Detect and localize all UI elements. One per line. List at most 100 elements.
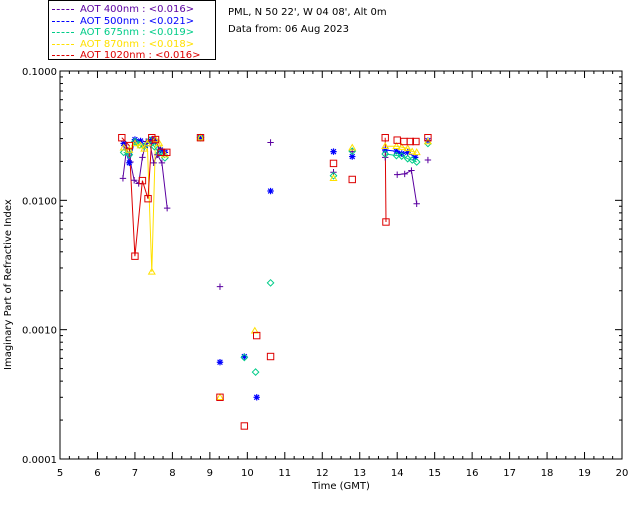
data-point xyxy=(381,150,390,158)
legend-label: AOT 675nm : <0.019> xyxy=(80,27,195,38)
data-point xyxy=(131,252,139,260)
data-point xyxy=(157,148,165,157)
data-point xyxy=(412,158,421,166)
x-tick-label: 13 xyxy=(353,468,366,479)
y-tick-label: 0.0010 xyxy=(22,326,57,337)
data-point xyxy=(151,135,160,143)
x-tick-label: 12 xyxy=(316,468,329,479)
data-point xyxy=(130,139,140,147)
data-point xyxy=(413,200,420,208)
data-point xyxy=(126,159,133,167)
data-point xyxy=(381,133,389,142)
legend-swatch xyxy=(52,20,74,22)
data-point xyxy=(137,137,144,145)
data-point xyxy=(158,159,166,167)
data-point xyxy=(267,187,274,195)
x-tick-label: 10 xyxy=(241,468,254,479)
data-point xyxy=(215,393,225,401)
data-point xyxy=(329,159,338,168)
data-point xyxy=(424,156,432,164)
x-tick-label: 20 xyxy=(616,468,629,479)
legend-swatch xyxy=(52,32,74,33)
data-point xyxy=(397,142,406,150)
legend-item: AOT 870nm : <0.018> xyxy=(52,38,194,51)
data-point xyxy=(163,148,171,157)
data-point xyxy=(151,135,160,144)
data-point xyxy=(139,154,146,161)
data-point xyxy=(251,368,260,376)
x-tick-label: 7 xyxy=(132,468,138,479)
legend-label: AOT 1020nm : <0.016> xyxy=(80,50,201,61)
x-tick-label: 18 xyxy=(541,468,554,479)
legend-swatch xyxy=(52,43,74,45)
data-point xyxy=(348,143,357,151)
x-tick-label: 17 xyxy=(503,468,516,479)
data-point xyxy=(197,134,204,141)
data-point xyxy=(119,175,127,182)
data-point xyxy=(196,133,205,141)
x-tick-label: 14 xyxy=(391,468,404,479)
data-point xyxy=(119,148,128,157)
data-point xyxy=(392,151,401,160)
x-tick-label: 8 xyxy=(169,468,175,479)
data-point xyxy=(148,136,155,143)
legend-swatch xyxy=(52,55,74,56)
legend-item: AOT 1020nm : <0.016> xyxy=(52,49,200,62)
data-point xyxy=(241,353,248,360)
data-point xyxy=(393,136,401,144)
legend-item: AOT 400nm : <0.016> xyxy=(52,3,194,16)
site-location: PML, N 50 22', W 04 08', Alt 0m xyxy=(228,7,387,18)
data-point xyxy=(394,171,401,178)
data-point xyxy=(118,133,126,142)
y-axis-label: Imaginary Part of Refractive Index xyxy=(3,199,14,370)
data-point xyxy=(381,142,390,149)
legend-label: AOT 500nm : <0.021> xyxy=(80,15,195,27)
data-point xyxy=(250,326,259,334)
data-point xyxy=(406,137,415,146)
data-point xyxy=(397,152,406,160)
data-point xyxy=(412,137,420,146)
data-point xyxy=(403,144,412,152)
data-point xyxy=(216,393,224,401)
data-point xyxy=(140,144,149,152)
data-point xyxy=(401,170,408,178)
data-point xyxy=(404,149,411,156)
data-point xyxy=(144,194,152,203)
data-point xyxy=(412,148,421,156)
data-point xyxy=(196,133,205,142)
data-point xyxy=(382,146,389,154)
legend-item: AOT 500nm : <0.021> xyxy=(52,15,194,28)
data-point xyxy=(329,174,338,182)
data-point xyxy=(266,278,275,287)
data-point xyxy=(266,352,275,361)
data-point xyxy=(253,394,260,401)
data-point xyxy=(143,139,152,147)
x-tick-label: 5 xyxy=(57,468,63,479)
data-point xyxy=(163,204,171,212)
data-point xyxy=(125,145,134,153)
legend-label: AOT 400nm : <0.016> xyxy=(80,4,195,15)
legend-item: AOT 675nm : <0.019> xyxy=(52,26,194,39)
y-tick-label: 0.0100 xyxy=(22,196,57,207)
data-point xyxy=(240,353,249,362)
data-point xyxy=(403,154,412,163)
data-point xyxy=(216,283,224,290)
data-point xyxy=(157,146,164,154)
data-point xyxy=(349,153,356,160)
data-point xyxy=(125,141,134,150)
data-point xyxy=(408,156,417,164)
y-tick-label: 0.1000 xyxy=(22,67,57,78)
x-tick-label: 6 xyxy=(94,468,100,479)
data-point xyxy=(120,140,127,147)
data-point xyxy=(119,143,128,151)
data-point xyxy=(408,147,417,155)
data-point xyxy=(138,176,147,185)
data-point xyxy=(253,331,261,340)
data-point xyxy=(240,422,249,430)
data-point xyxy=(267,139,274,146)
data-point xyxy=(424,133,432,142)
x-tick-label: 16 xyxy=(466,468,479,479)
x-tick-label: 15 xyxy=(428,468,441,479)
data-point xyxy=(330,148,337,155)
data-point xyxy=(155,149,164,157)
